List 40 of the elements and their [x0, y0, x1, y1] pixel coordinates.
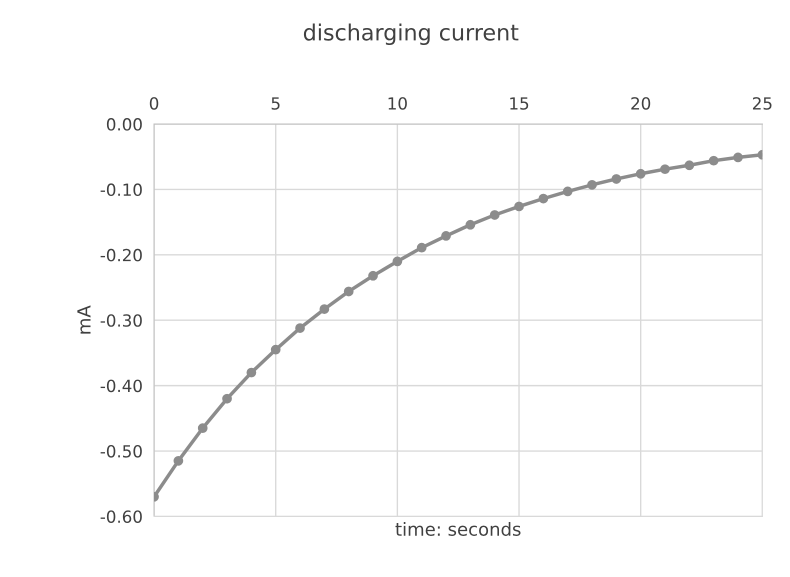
point — [587, 180, 597, 190]
point — [295, 323, 305, 333]
y-tick-label: 0.00 — [106, 118, 142, 131]
point — [490, 210, 500, 220]
x-tick-label: 20 — [631, 97, 650, 110]
y-axis-title: mA — [77, 305, 91, 334]
point — [416, 242, 427, 253]
y-tick-label: -0.40 — [100, 380, 142, 392]
point — [174, 456, 184, 466]
point — [660, 164, 670, 174]
y-tick-label: -0.30 — [100, 314, 142, 327]
y-tick-label: -0.20 — [100, 248, 142, 262]
point — [368, 270, 378, 281]
y-tick-label: -0.50 — [100, 444, 142, 458]
point — [636, 168, 646, 179]
point — [514, 202, 524, 212]
point — [684, 160, 694, 170]
point — [538, 194, 548, 204]
point — [246, 368, 256, 378]
point — [466, 220, 476, 230]
x-tick-label: 15 — [510, 97, 528, 110]
point — [344, 286, 354, 296]
x-tick-label: 25 — [752, 97, 772, 110]
y-tick-label: -0.10 — [100, 183, 142, 196]
point — [708, 156, 719, 166]
point — [320, 304, 330, 314]
x-tick-label: 5 — [272, 97, 280, 110]
chart-title: discharging current — [304, 24, 518, 46]
point — [198, 423, 208, 433]
x-tick-label: 10 — [388, 97, 407, 110]
y-tick-label: -0.60 — [100, 510, 142, 523]
x-axis-title: time: seconds — [395, 522, 521, 536]
point — [611, 174, 622, 184]
point — [562, 186, 573, 196]
point — [392, 256, 402, 266]
point — [222, 394, 232, 404]
point — [270, 344, 281, 355]
point — [733, 152, 743, 162]
point — [441, 231, 451, 241]
x-tick-label: 0 — [150, 97, 158, 110]
